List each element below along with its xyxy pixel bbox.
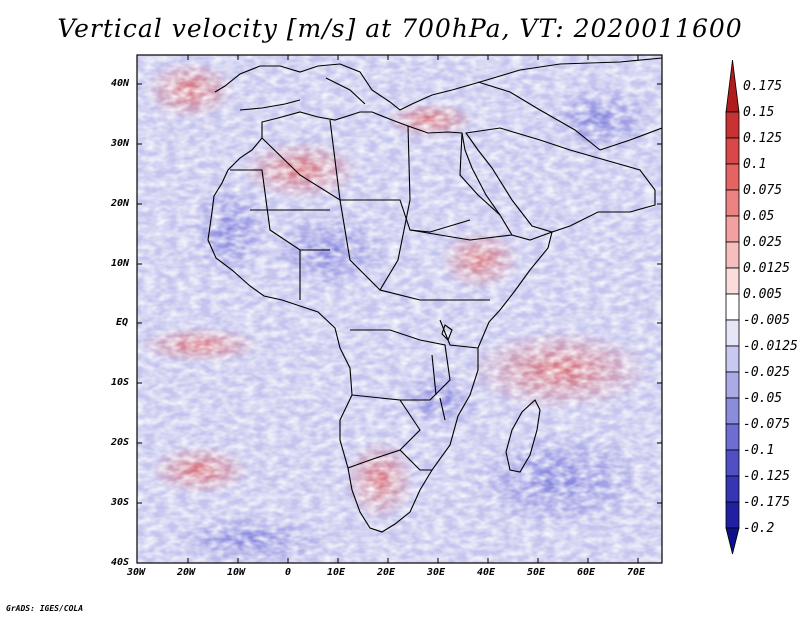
lat-label: 20S <box>111 437 130 448</box>
colorbar-label: 0.175 <box>743 79 783 94</box>
colorbar-swatch <box>725 137 740 165</box>
colorbar-label: 0.0125 <box>743 261 790 276</box>
lat-label: 10N <box>111 258 130 269</box>
colorbar-label: 0.025 <box>743 235 783 250</box>
colorbar-swatch <box>725 397 740 425</box>
lat-label: 30S <box>111 497 130 508</box>
colorbar-label: 0.005 <box>743 287 783 302</box>
colorbar-label: 0.15 <box>743 105 775 120</box>
velocity-field <box>137 55 662 563</box>
lon-label: 20E <box>377 567 396 578</box>
colorbar-swatch <box>725 189 740 217</box>
colorbar-label: 0.125 <box>743 131 783 146</box>
colorbar-swatch <box>725 501 740 529</box>
colorbar-swatch <box>725 59 740 113</box>
map-frame <box>136 54 663 564</box>
colorbar-label: -0.1 <box>743 443 775 458</box>
colorbar <box>725 59 740 555</box>
colorbar-label: -0.125 <box>743 469 790 484</box>
colorbar-swatch <box>725 241 740 269</box>
colorbar-label: -0.005 <box>743 313 790 328</box>
lon-label: 40E <box>477 567 496 578</box>
colorbar-label: -0.05 <box>743 391 783 406</box>
lat-label: EQ <box>116 317 129 328</box>
colorbar-label: 0.05 <box>743 209 775 224</box>
colorbar-swatch <box>725 163 740 191</box>
colorbar-swatch <box>725 293 740 321</box>
plot-title: Vertical velocity [m/s] at 700hPa, VT: 2… <box>57 14 743 43</box>
colorbar-label: -0.0125 <box>743 339 798 354</box>
colorbar-label: -0.175 <box>743 495 790 510</box>
map-ticks <box>137 55 662 563</box>
colorbar-swatch <box>725 527 740 555</box>
colorbar-swatch <box>725 111 740 139</box>
lat-label: 30N <box>111 138 130 149</box>
colorbar-label: -0.025 <box>743 365 790 380</box>
lon-label: 30E <box>427 567 446 578</box>
lat-label: 10S <box>111 377 130 388</box>
colorbar-swatch <box>725 449 740 477</box>
lon-label: 0 <box>285 567 292 578</box>
colorbar-label: -0.075 <box>743 417 790 432</box>
lon-label: 70E <box>627 567 646 578</box>
colorbar-swatch <box>725 345 740 373</box>
colorbar-swatch <box>725 267 740 295</box>
colorbar-swatch <box>725 215 740 243</box>
lon-label: 20W <box>177 567 196 578</box>
colorbar-swatch <box>725 475 740 503</box>
lat-label: 40S <box>111 557 130 568</box>
lat-label: 20N <box>111 198 130 209</box>
lon-label: 10W <box>227 567 246 578</box>
coastlines <box>207 57 662 533</box>
colorbar-swatch <box>725 371 740 399</box>
lon-label: 50E <box>527 567 546 578</box>
colorbar-swatch <box>725 319 740 347</box>
colorbar-label: 0.075 <box>743 183 783 198</box>
colorbar-swatch <box>725 423 740 451</box>
lon-label: 10E <box>327 567 346 578</box>
colorbar-label: -0.2 <box>743 521 775 536</box>
lon-label: 60E <box>577 567 596 578</box>
lon-label: 30W <box>127 567 146 578</box>
lat-label: 40N <box>111 78 130 89</box>
colorbar-label: 0.1 <box>743 157 767 172</box>
credit-text: GrADS: IGES/COLA <box>6 604 84 613</box>
